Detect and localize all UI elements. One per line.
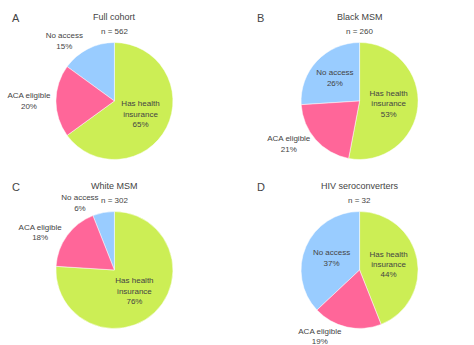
svg-text:ACA eligible21%: ACA eligible21% [267,134,311,153]
svg-text:Full cohort: Full cohort [93,12,136,22]
svg-text:No access26%: No access26% [316,68,353,87]
svg-text:Has healthinsurance76%: Has healthinsurance76% [115,276,153,306]
svg-text:ACA eligible19%: ACA eligible19% [298,327,342,345]
svg-text:HIV seroconverters: HIV seroconverters [321,181,399,191]
svg-text:n = 562: n = 562 [101,27,128,36]
svg-text:n = 302: n = 302 [101,196,128,205]
svg-text:ACA eligible18%: ACA eligible18% [19,223,63,242]
svg-text:White MSM: White MSM [91,181,138,191]
svg-text:No access6%: No access6% [61,193,98,212]
svg-text:Has healthinsurance53%: Has healthinsurance53% [370,89,408,119]
svg-text:Has healthinsurance65%: Has healthinsurance65% [121,99,159,129]
svg-text:C: C [12,181,20,193]
svg-text:D: D [257,181,265,193]
svg-text:ACA eligible20%: ACA eligible20% [7,91,51,110]
svg-text:No access37%: No access37% [313,248,350,267]
svg-text:n = 260: n = 260 [346,27,373,36]
svg-text:B: B [257,12,264,24]
svg-text:Black MSM: Black MSM [337,12,383,22]
svg-text:Has healthinsurance44%: Has healthinsurance44% [369,250,407,280]
svg-text:n = 32: n = 32 [348,196,371,205]
svg-text:No access15%: No access15% [46,31,83,50]
svg-text:A: A [12,12,20,24]
